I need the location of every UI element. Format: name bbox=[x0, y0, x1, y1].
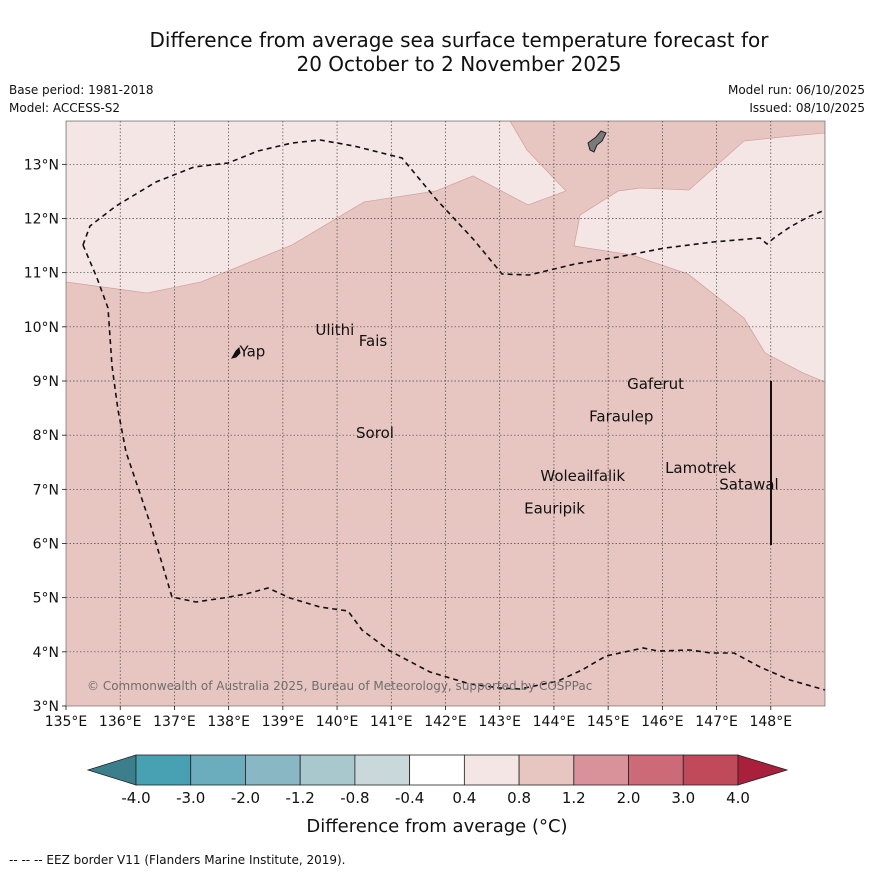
colorbar-extend-high bbox=[737, 754, 789, 786]
place-label-ifalik: Ifalik bbox=[589, 467, 625, 485]
colorbar-label: 1.2 bbox=[562, 789, 586, 807]
x-tick-label: 143°E bbox=[478, 714, 521, 730]
colorbar-label: -0.8 bbox=[340, 789, 369, 807]
y-tick-label: 10°N bbox=[24, 320, 59, 336]
y-tick-label: 3°N bbox=[33, 699, 59, 715]
x-tick-label: 144°E bbox=[533, 714, 576, 730]
colorbar-label: 2.0 bbox=[617, 789, 641, 807]
colorbar-segment bbox=[463, 754, 520, 786]
place-label-lamotrek: Lamotrek bbox=[665, 459, 736, 477]
x-tick-label: 136°E bbox=[99, 714, 142, 730]
meta-right: Model run: 06/10/2025 Issued: 08/10/2025 bbox=[728, 81, 865, 117]
colorbar-label: 0.8 bbox=[507, 789, 531, 807]
footer-note: -- -- -- EEZ border V11 (Flanders Marine… bbox=[9, 853, 346, 867]
colorbar-segment bbox=[135, 754, 192, 786]
y-tick-label: 4°N bbox=[33, 645, 59, 661]
colorbar-label: -3.0 bbox=[176, 789, 205, 807]
x-axis-ticks: 135°E 136°E 137°E 138°E 139°E 140°E 141°E 142°E… bbox=[45, 706, 792, 730]
colorbar-title: Difference from average (°C) bbox=[306, 816, 567, 837]
colorbar-segment bbox=[409, 754, 465, 786]
title-line-2: 20 October to 2 November 2025 bbox=[296, 52, 622, 76]
colorbar-segment bbox=[628, 754, 684, 786]
model-name: Model: ACCESS-S2 bbox=[9, 101, 121, 115]
eez-border-west bbox=[82, 139, 825, 276]
y-tick-label: 9°N bbox=[33, 374, 59, 390]
colorbar-label: -2.0 bbox=[231, 789, 260, 807]
x-tick-label: 142°E bbox=[424, 714, 467, 730]
x-tick-label: 148°E bbox=[749, 714, 792, 730]
place-label-gaferut: Gaferut bbox=[627, 375, 684, 393]
issued-date: Issued: 08/10/2025 bbox=[749, 101, 865, 115]
colorbar-segment bbox=[190, 754, 246, 786]
y-tick-label: 6°N bbox=[33, 537, 59, 553]
guam-island bbox=[587, 130, 607, 153]
anomaly-band-0-4-0-8-northeast bbox=[573, 132, 825, 383]
copyright-notice: © Commonwealth of Australia 2025, Bureau… bbox=[87, 679, 592, 693]
chart-title: Difference from average sea surface temp… bbox=[45, 28, 873, 76]
x-tick-label: 141°E bbox=[370, 714, 413, 730]
colorbar-segment bbox=[299, 754, 356, 786]
y-tick-label: 8°N bbox=[33, 428, 59, 444]
yap-island bbox=[230, 346, 241, 359]
colorbar-label: 0.4 bbox=[452, 789, 476, 807]
y-tick-label: 13°N bbox=[24, 157, 59, 173]
place-labels: Yap Ulithi Fais Gaferut Faraulep Sorol Lamotre… bbox=[238, 321, 778, 518]
place-label-fais: Fais bbox=[359, 332, 388, 350]
colorbar-label: 3.0 bbox=[671, 789, 695, 807]
x-tick-label: 135°E bbox=[45, 714, 88, 730]
colorbar-segment bbox=[518, 754, 575, 786]
place-label-woleai: Woleai bbox=[540, 467, 590, 485]
colorbar-label: -4.0 bbox=[121, 789, 150, 807]
colorbar-segment bbox=[354, 754, 411, 786]
model-run: Model run: 06/10/2025 bbox=[727, 83, 865, 97]
place-label-yap: Yap bbox=[238, 343, 265, 361]
place-label-ulithi: Ulithi bbox=[315, 321, 354, 339]
colorbar-segment bbox=[682, 754, 739, 786]
y-tick-label: 5°N bbox=[33, 591, 59, 607]
x-tick-label: 140°E bbox=[316, 714, 359, 730]
colorbar-segment bbox=[573, 754, 629, 786]
colorbar-extend-low bbox=[86, 754, 137, 786]
place-label-eauripik: Eauripik bbox=[524, 500, 585, 518]
title-line-1: Difference from average sea surface temp… bbox=[149, 28, 769, 52]
colorbar-segment bbox=[245, 754, 301, 786]
y-axis-ticks: 3°N 4°N 5°N 6°N 7°N 8°N 9°N 10°N 11°N 12°N 13°N bbox=[24, 157, 66, 715]
colorbar: -4.0 -3.0 -2.0 -1.2 -0.8 -0.4 0.4 0.8 1.2 2.0 3.0 4… bbox=[86, 754, 789, 807]
place-label-satawal: Satawal bbox=[719, 475, 778, 493]
colorbar-label: -0.4 bbox=[395, 789, 424, 807]
y-tick-label: 12°N bbox=[24, 212, 59, 228]
colorbar-label: -1.2 bbox=[286, 789, 315, 807]
x-tick-label: 138°E bbox=[207, 714, 250, 730]
meta-left: Base period: 1981-2018 Model: ACCESS-S2 bbox=[9, 81, 154, 117]
colorbar-label: 4.0 bbox=[726, 789, 750, 807]
base-period: Base period: 1981-2018 bbox=[9, 83, 154, 97]
x-tick-label: 145°E bbox=[587, 714, 630, 730]
x-tick-label: 139°E bbox=[262, 714, 305, 730]
eez-border-south bbox=[82, 244, 825, 691]
place-label-sorol: Sorol bbox=[356, 424, 394, 442]
x-tick-label: 146°E bbox=[641, 714, 684, 730]
place-label-faraulep: Faraulep bbox=[589, 408, 653, 426]
y-tick-label: 7°N bbox=[33, 482, 59, 498]
graticule bbox=[66, 121, 825, 706]
y-tick-label: 11°N bbox=[24, 266, 59, 282]
x-tick-label: 137°E bbox=[153, 714, 196, 730]
x-tick-label: 147°E bbox=[695, 714, 738, 730]
